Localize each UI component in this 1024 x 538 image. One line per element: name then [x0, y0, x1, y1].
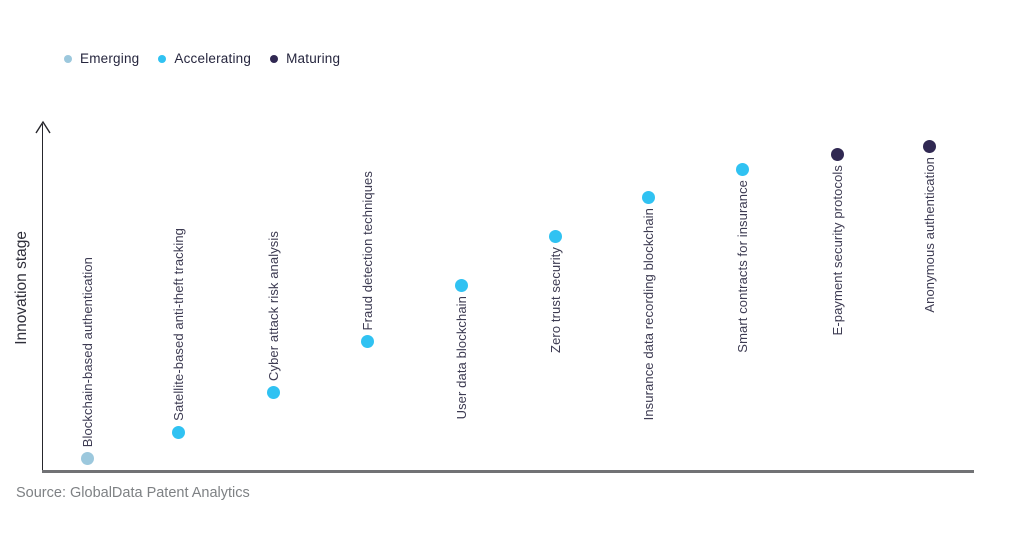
data-point-dot [735, 162, 749, 176]
data-point-dot [641, 190, 655, 204]
legend: Emerging Accelerating Maturing [64, 51, 340, 66]
maturing-dot-icon [270, 54, 279, 63]
data-point-dot [454, 278, 468, 292]
data-point-dot [922, 139, 936, 153]
legend-item-accelerating: Accelerating [158, 51, 251, 66]
data-point-dot [171, 425, 185, 439]
y-axis-label: Innovation stage [13, 231, 30, 345]
emerging-dot-icon [64, 54, 72, 63]
data-point-dot [360, 334, 374, 348]
data-point-label: Smart contracts for insurance [734, 180, 750, 353]
legend-label: Accelerating [174, 51, 252, 66]
data-point-label: Cyber attack risk analysis [265, 231, 281, 381]
data-point-label: Fraud detection techniques [359, 170, 375, 330]
x-axis-line [42, 470, 974, 473]
legend-label: Maturing [286, 51, 341, 66]
data-point-dot [830, 147, 844, 161]
data-point-label: Blockchain-based authentication [79, 256, 95, 447]
data-point-label: Insurance data recording blockchain [640, 208, 656, 421]
data-point-label: Anonymous authentication [921, 157, 937, 313]
legend-label: Emerging [80, 51, 140, 66]
data-point-dot [266, 385, 280, 399]
source-attribution: Source: GlobalData Patent Analytics [16, 485, 250, 501]
legend-item-emerging: Emerging [64, 51, 139, 66]
data-point-label: E-payment security protocols [829, 165, 845, 336]
legend-item-maturing: Maturing [270, 51, 340, 66]
data-point-label: Zero trust security [547, 247, 563, 353]
y-axis-line [42, 124, 44, 472]
accelerating-dot-icon [158, 54, 167, 63]
y-axis-arrowhead-icon [35, 120, 51, 134]
data-point-label: Satellite-based anti-theft tracking [170, 228, 186, 421]
data-point-label: User data blockchain [453, 296, 469, 420]
data-point-dot [80, 451, 94, 465]
data-point-dot [548, 229, 562, 243]
